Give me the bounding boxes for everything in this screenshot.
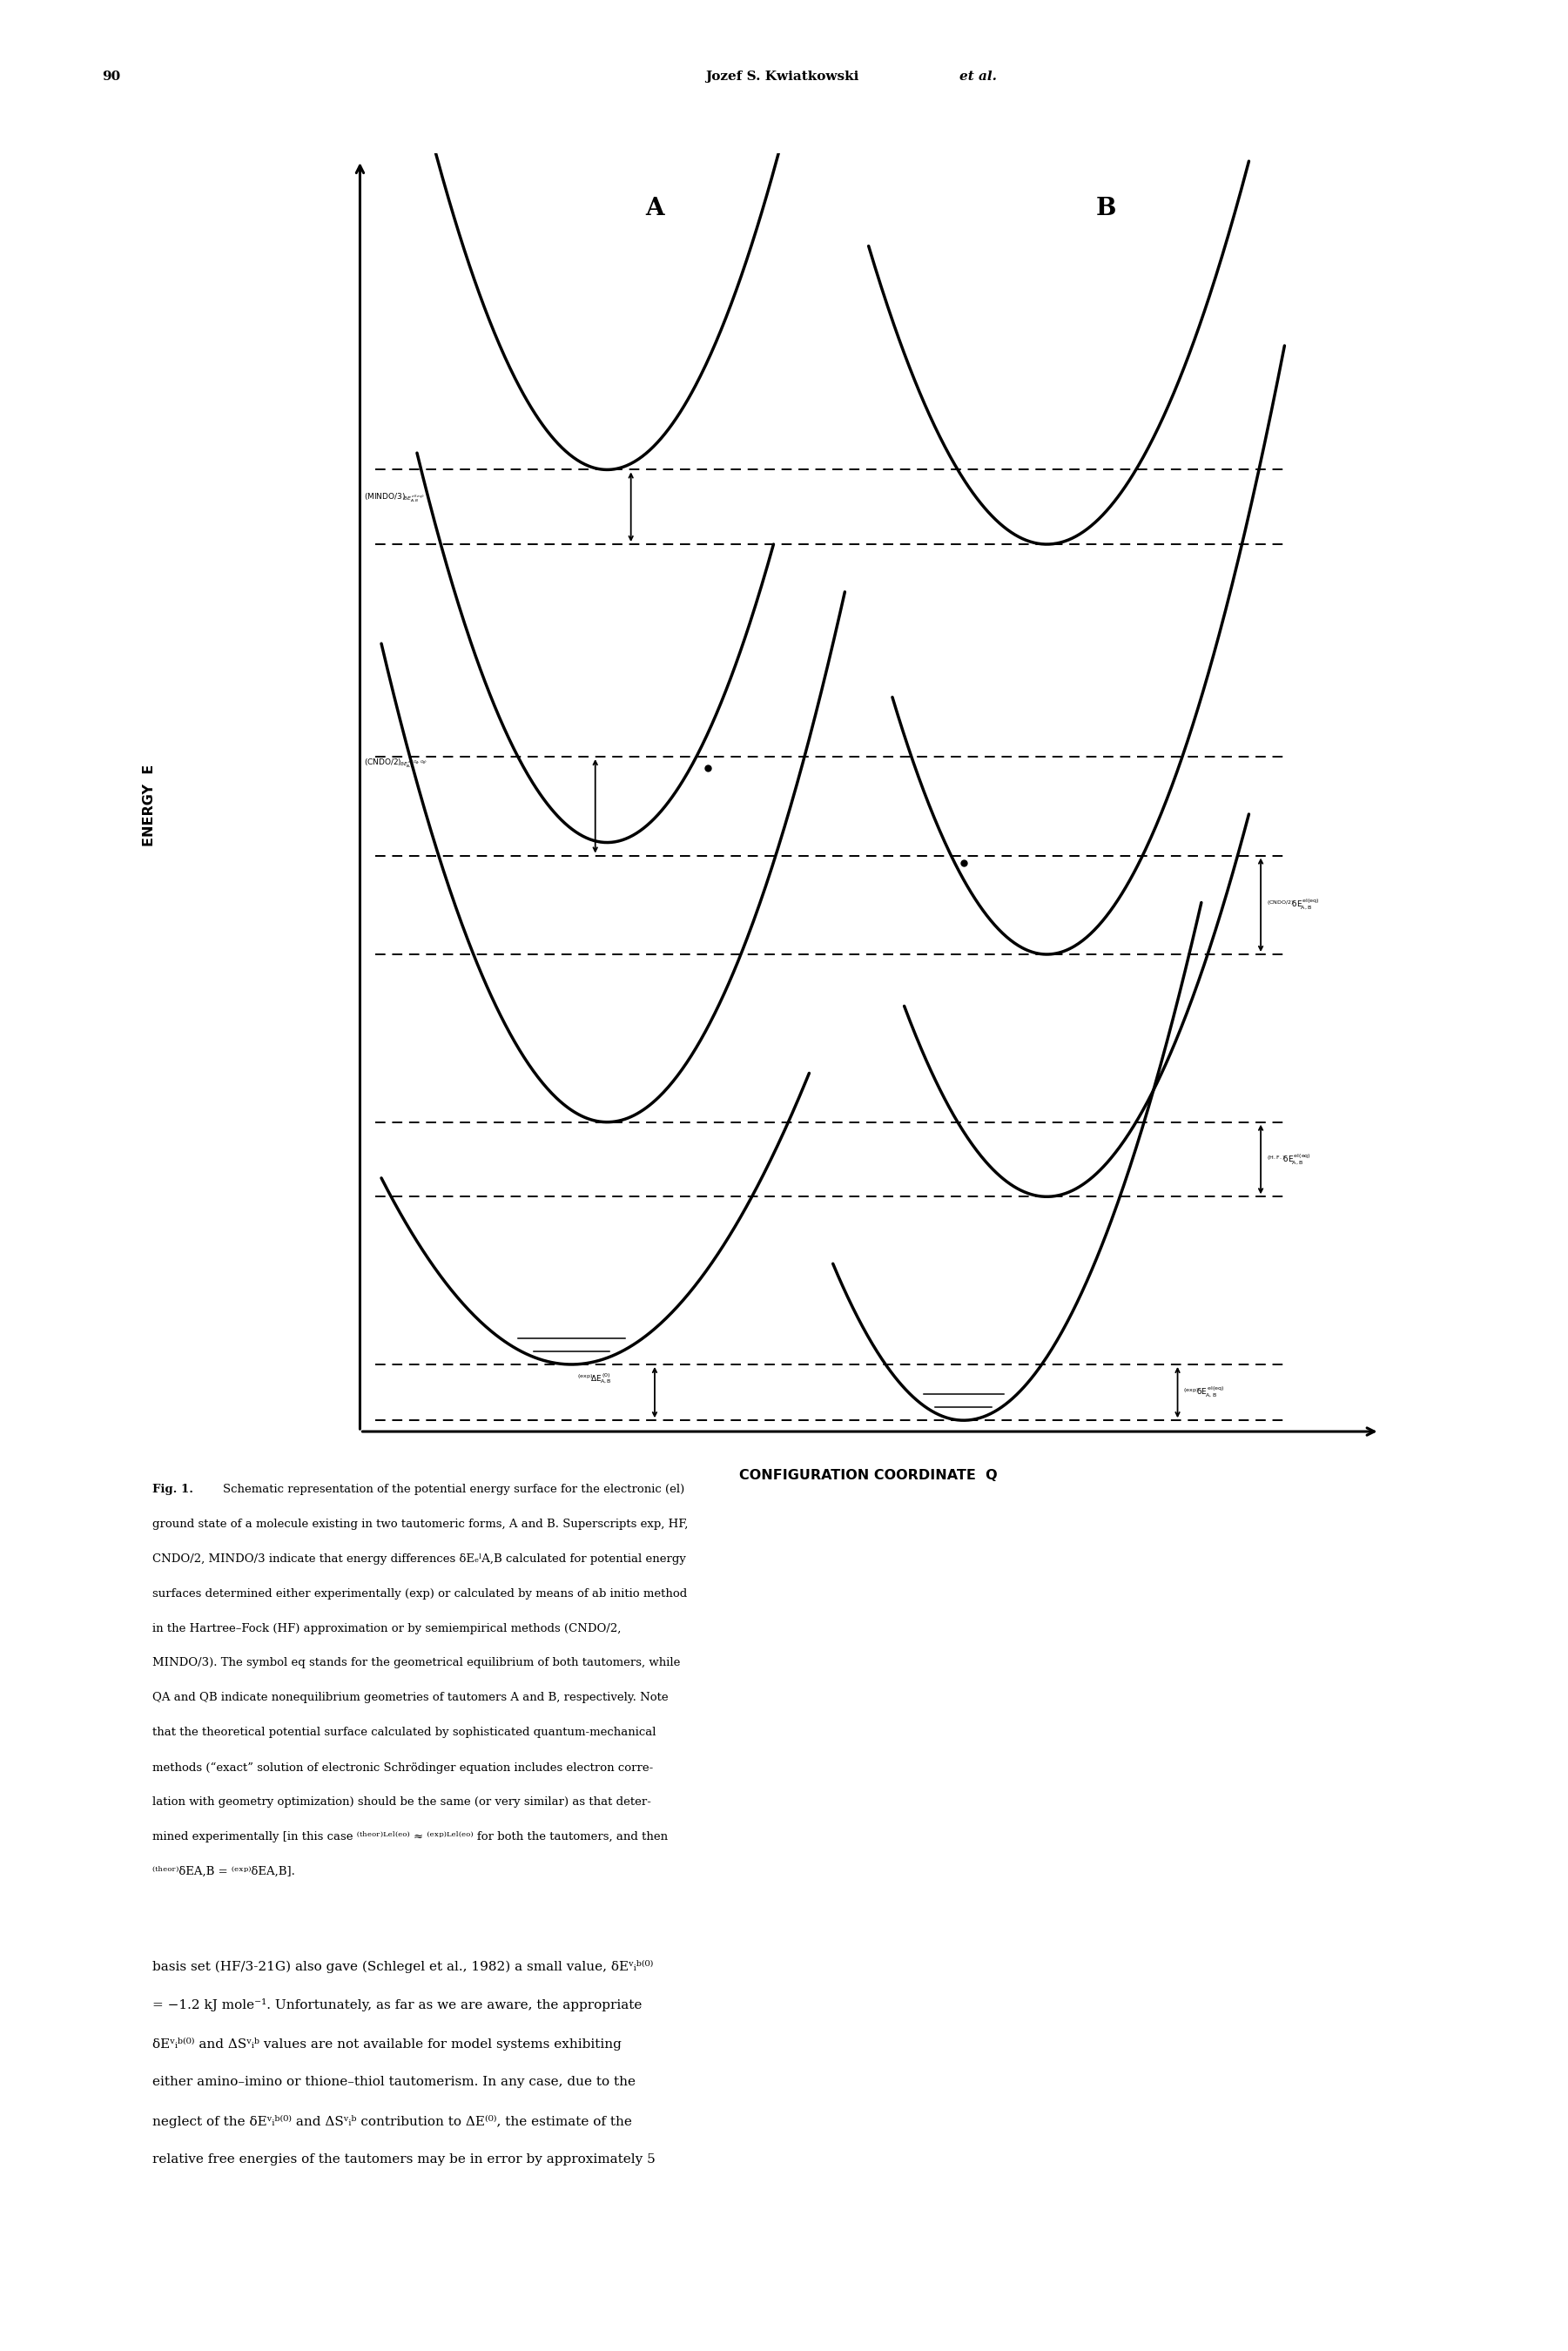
Text: Schematic representation of the potential energy surface for the electronic (el): Schematic representation of the potentia… xyxy=(223,1483,684,1495)
Text: ENERGY  E: ENERGY E xyxy=(143,764,155,846)
Text: methods (“exact” solution of electronic Schrödinger equation includes electron c: methods (“exact” solution of electronic … xyxy=(152,1761,652,1773)
Text: ⁽ᵗʰᵉᵒʳ⁾δEA,B = ⁽ᵉˣᵖ⁾δEA,B].: ⁽ᵗʰᵉᵒʳ⁾δEA,B = ⁽ᵉˣᵖ⁾δEA,B]. xyxy=(152,1867,295,1878)
Text: Fig. 1.: Fig. 1. xyxy=(152,1483,198,1495)
Text: et al.: et al. xyxy=(960,71,997,82)
Text: MINDO/3). The symbol eq stands for the geometrical equilibrium of both tautomers: MINDO/3). The symbol eq stands for the g… xyxy=(152,1657,681,1669)
Text: $\mathsf{^{(H.F.)}\!\delta E_{\!A,B}^{\,el(eq)}}$: $\mathsf{^{(H.F.)}\!\delta E_{\!A,B}^{\,… xyxy=(1267,1152,1311,1166)
Text: = −1.2 kJ mole⁻¹. Unfortunately, as far as we are aware, the appropriate: = −1.2 kJ mole⁻¹. Unfortunately, as far … xyxy=(152,1998,641,2012)
Text: B: B xyxy=(1096,197,1116,221)
Text: $\mathsf{(MINDO/3)}_{\!\delta E_{\!A,B}^{\,el(eq)}}$: $\mathsf{(MINDO/3)}_{\!\delta E_{\!A,B}^… xyxy=(364,491,423,503)
Text: CONFIGURATION COORDINATE  Q: CONFIGURATION COORDINATE Q xyxy=(740,1469,997,1481)
Text: $\mathsf{^{(exp)}\!\Delta E_{\!A,B}^{\,(0)}}$: $\mathsf{^{(exp)}\!\Delta E_{\!A,B}^{\,(… xyxy=(577,1371,612,1385)
Text: $\mathsf{^{(exp)}\!\delta E_{\!A,B}^{\,el(eq)}}$: $\mathsf{^{(exp)}\!\delta E_{\!A,B}^{\,e… xyxy=(1184,1385,1225,1399)
Text: $\mathsf{^{(CNDO/2)}\!\delta E_{\!A,B}^{\,el(eq)}}$: $\mathsf{^{(CNDO/2)}\!\delta E_{\!A,B}^{… xyxy=(1267,898,1320,912)
Text: basis set (HF/3-21G) also gave (Schlegel ⁠et al.⁠, 1982) a small value, δEᵛᵢᵇ⁽⁰⁾: basis set (HF/3-21G) also gave (Schlegel… xyxy=(152,1961,652,1972)
Text: neglect of the δEᵛᵢᵇ⁽⁰⁾ and ΔSᵛᵢᵇ contribution to ΔE⁽⁰⁾, the estimate of the: neglect of the δEᵛᵢᵇ⁽⁰⁾ and ΔSᵛᵢᵇ contri… xyxy=(152,2116,632,2128)
Text: A: A xyxy=(646,197,665,221)
Text: that the theoretical potential surface calculated by sophisticated quantum-mecha: that the theoretical potential surface c… xyxy=(152,1728,655,1737)
Text: QA and QB indicate nonequilibrium geometries of tautomers A and B, respectively.: QA and QB indicate nonequilibrium geomet… xyxy=(152,1693,668,1704)
Text: 90: 90 xyxy=(102,71,121,82)
Text: Jozef S. Kwiatkowski: Jozef S. Kwiatkowski xyxy=(706,71,862,82)
Text: lation with geometry optimization) should be the same (or very similar) as that : lation with geometry optimization) shoul… xyxy=(152,1796,651,1808)
Text: $\mathsf{(CNDO/2)}_{\!\delta E_{\!A,B}^{\,el(Q_A,Q_B)}}$: $\mathsf{(CNDO/2)}_{\!\delta E_{\!A,B}^{… xyxy=(364,757,426,769)
Text: ground state of a molecule existing in two tautomeric forms, A and B. Superscrip: ground state of a molecule existing in t… xyxy=(152,1519,688,1531)
Text: either amino–imino or thione–thiol tautomerism. In any case, due to the: either amino–imino or thione–thiol tauto… xyxy=(152,2076,635,2088)
Text: relative free energies of the tautomers may be in error by approximately 5: relative free energies of the tautomers … xyxy=(152,2154,655,2165)
Text: mined experimentally [in this case ⁽ᵗʰᵉᵒʳ⁾ᴸᵉˡ⁽ᵉᵒ⁾ ≈ ⁽ᵉˣᵖ⁾ᴸᵉˡ⁽ᵉᵒ⁾ for both the ta: mined experimentally [in this case ⁽ᵗʰᵉᵒ… xyxy=(152,1831,668,1843)
Text: δEᵛᵢᵇ⁽⁰⁾ and ΔSᵛᵢᵇ values are not available for model systems exhibiting: δEᵛᵢᵇ⁽⁰⁾ and ΔSᵛᵢᵇ values are not availa… xyxy=(152,2038,621,2050)
Text: surfaces determined either experimentally (exp) or calculated by means of ⁠⁠ab i: surfaces determined either experimentall… xyxy=(152,1587,687,1599)
Text: CNDO/2, MINDO/3 indicate that energy differences δEₑˡA,B calculated for potentia: CNDO/2, MINDO/3 indicate that energy dif… xyxy=(152,1554,685,1563)
Text: in the Hartree–Fock (HF) approximation or by semiempirical methods (CNDO/2,: in the Hartree–Fock (HF) approximation o… xyxy=(152,1622,621,1634)
